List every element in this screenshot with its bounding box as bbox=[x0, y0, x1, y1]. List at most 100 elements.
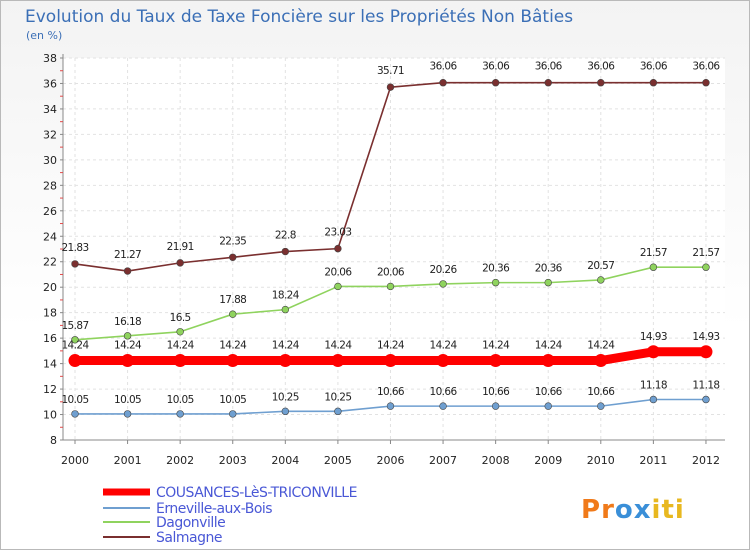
data-point bbox=[699, 345, 713, 359]
chart-title: Evolution du Taux de Taxe Foncière sur l… bbox=[25, 7, 573, 27]
data-label: 14.24 bbox=[430, 340, 458, 352]
data-label: 14.24 bbox=[61, 340, 89, 352]
x-tick-label: 2003 bbox=[219, 454, 247, 467]
x-tick-label: 2008 bbox=[482, 454, 510, 467]
data-label: 10.66 bbox=[535, 386, 563, 398]
data-label: 17.88 bbox=[219, 294, 246, 306]
y-tick-label: 16 bbox=[43, 332, 57, 345]
data-point bbox=[597, 79, 605, 87]
data-label: 23.03 bbox=[324, 227, 351, 239]
data-point bbox=[541, 354, 555, 368]
data-point bbox=[594, 354, 608, 368]
y-tick-label: 26 bbox=[43, 205, 57, 218]
data-point bbox=[491, 278, 500, 287]
data-label: 21.57 bbox=[640, 247, 667, 259]
data-label: 10.66 bbox=[377, 386, 405, 398]
data-point bbox=[121, 354, 135, 368]
data-point bbox=[331, 354, 345, 368]
data-point bbox=[491, 79, 500, 87]
data-point bbox=[229, 410, 237, 418]
data-label: 16.5 bbox=[170, 312, 191, 324]
y-tick-label: 32 bbox=[43, 128, 57, 141]
y-tick-label: 10 bbox=[43, 409, 57, 422]
data-point bbox=[281, 407, 290, 416]
data-point bbox=[544, 79, 552, 87]
data-label: 14.24 bbox=[535, 340, 563, 352]
data-label: 14.24 bbox=[482, 340, 510, 352]
data-label: 18.24 bbox=[272, 290, 300, 302]
data-label: 20.36 bbox=[482, 263, 510, 275]
legend-label: COUSANCES-LèS-TRICONVILLE bbox=[156, 485, 357, 501]
data-label: 11.18 bbox=[640, 380, 667, 392]
data-label: 10.05 bbox=[114, 394, 141, 406]
data-label: 21.83 bbox=[61, 242, 88, 254]
data-point bbox=[702, 79, 710, 87]
data-point bbox=[334, 244, 342, 253]
data-label: 14.24 bbox=[587, 340, 615, 352]
data-point bbox=[123, 267, 132, 275]
data-point bbox=[226, 354, 240, 368]
data-point bbox=[597, 276, 605, 284]
y-tick-label: 38 bbox=[43, 52, 57, 65]
x-tick-label: 2011 bbox=[639, 454, 667, 467]
data-point bbox=[436, 354, 450, 368]
data-label: 20.57 bbox=[587, 260, 614, 272]
data-point bbox=[649, 263, 658, 271]
data-label: 36.06 bbox=[482, 61, 510, 73]
y-tick-label: 20 bbox=[43, 281, 57, 294]
data-point bbox=[439, 402, 447, 410]
data-label: 21.91 bbox=[167, 241, 194, 253]
data-point bbox=[646, 345, 660, 359]
legend-label: Erneville-aux-Bois bbox=[156, 501, 272, 517]
data-label: 36.06 bbox=[640, 61, 668, 73]
data-point bbox=[281, 305, 290, 314]
chart-subtitle: (en %) bbox=[26, 29, 62, 42]
data-point bbox=[176, 259, 184, 267]
data-point bbox=[544, 402, 552, 410]
x-tick-label: 2007 bbox=[429, 454, 457, 467]
data-label: 36.06 bbox=[692, 61, 720, 73]
data-label: 10.66 bbox=[482, 386, 510, 398]
proxiti-logo: Proxiti bbox=[581, 495, 685, 525]
data-label: 36.06 bbox=[430, 61, 458, 73]
data-point bbox=[383, 354, 397, 368]
data-label: 10.05 bbox=[167, 394, 194, 406]
data-point bbox=[123, 332, 132, 340]
data-point bbox=[176, 410, 184, 418]
data-point bbox=[71, 410, 79, 418]
x-tick-label: 2001 bbox=[114, 454, 142, 467]
y-tick-label: 34 bbox=[43, 103, 57, 116]
data-label: 22.35 bbox=[219, 235, 246, 247]
data-point bbox=[334, 282, 342, 291]
data-label: 10.66 bbox=[430, 386, 458, 398]
y-tick-label: 12 bbox=[43, 383, 57, 396]
data-label: 14.24 bbox=[324, 340, 352, 352]
data-label: 21.27 bbox=[114, 249, 141, 261]
y-tick-label: 30 bbox=[43, 154, 57, 167]
data-label: 21.57 bbox=[692, 247, 719, 259]
data-label: 20.06 bbox=[377, 266, 405, 278]
data-label: 10.66 bbox=[587, 386, 615, 398]
data-point bbox=[597, 402, 605, 410]
data-point bbox=[386, 402, 395, 410]
data-point bbox=[229, 310, 237, 318]
data-point bbox=[544, 278, 552, 287]
data-label: 11.18 bbox=[692, 380, 719, 392]
data-point bbox=[229, 253, 237, 261]
data-point bbox=[491, 402, 500, 410]
data-point bbox=[386, 83, 395, 91]
data-point bbox=[334, 407, 342, 416]
data-point bbox=[439, 280, 447, 288]
data-label: 22.8 bbox=[275, 230, 296, 242]
legend-label: Dagonville bbox=[156, 515, 225, 531]
x-tick-label: 2002 bbox=[166, 454, 194, 467]
data-point bbox=[123, 410, 132, 418]
data-point bbox=[649, 79, 658, 87]
data-label: 14.93 bbox=[640, 331, 667, 343]
data-label: 14.24 bbox=[219, 340, 247, 352]
data-label: 20.36 bbox=[535, 263, 563, 275]
data-label: 14.93 bbox=[692, 331, 719, 343]
y-tick-label: 28 bbox=[43, 179, 57, 192]
x-tick-label: 2006 bbox=[376, 454, 404, 467]
